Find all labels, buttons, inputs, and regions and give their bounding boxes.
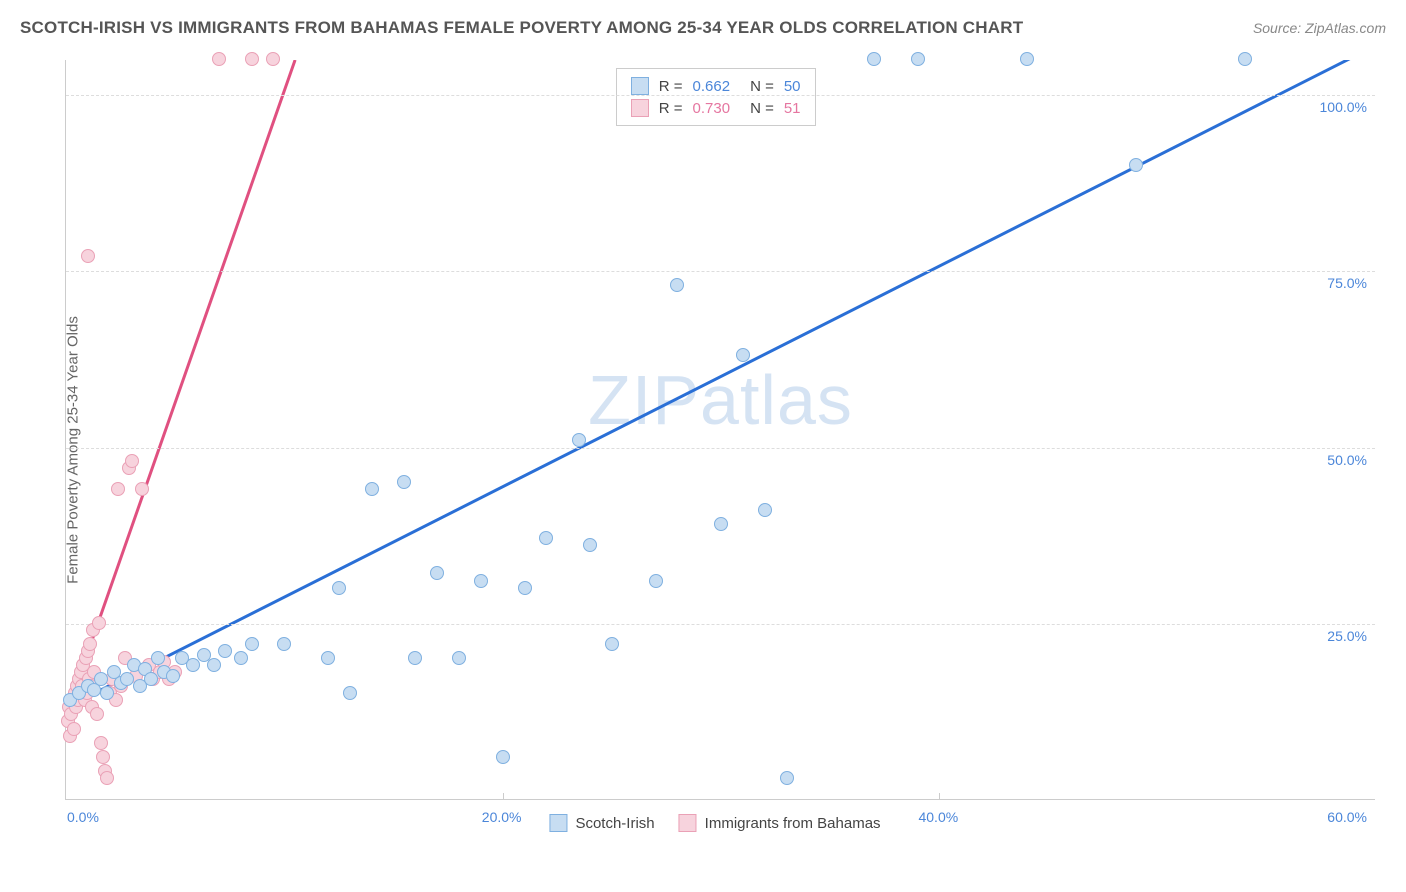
data-point (144, 672, 158, 686)
data-point (1129, 158, 1143, 172)
watermark-suffix: atlas (700, 361, 853, 439)
data-point (518, 581, 532, 595)
x-tick-label: 20.0% (482, 809, 522, 825)
data-point (81, 249, 95, 263)
data-point (649, 574, 663, 588)
data-point (539, 531, 553, 545)
data-point (245, 637, 259, 651)
data-point (714, 517, 728, 531)
data-point (911, 52, 925, 66)
stats-legend: R = 0.662 N = 50 R = 0.730 N = 51 (616, 68, 816, 126)
data-point (780, 771, 794, 785)
data-point (758, 503, 772, 517)
gridline (66, 95, 1375, 96)
data-point (343, 686, 357, 700)
data-point (496, 750, 510, 764)
data-point (670, 278, 684, 292)
r-label: R = (659, 78, 683, 95)
legend-item-blue: Scotch-Irish (549, 814, 654, 832)
n-value: 50 (784, 78, 801, 95)
data-point (92, 616, 106, 630)
data-point (1020, 52, 1034, 66)
data-point (245, 52, 259, 66)
n-label: N = (750, 78, 774, 95)
data-point (218, 644, 232, 658)
watermark: ZIPatlas (588, 360, 853, 440)
data-point (583, 538, 597, 552)
stats-row: R = 0.730 N = 51 (631, 97, 801, 119)
y-tick-label: 100.0% (1320, 99, 1367, 115)
series-legend: Scotch-Irish Immigrants from Bahamas (549, 814, 880, 832)
data-point (430, 566, 444, 580)
chart-container: Female Poverty Among 25-34 Year Olds ZIP… (55, 60, 1375, 840)
data-point (100, 771, 114, 785)
n-label: N = (750, 100, 774, 117)
data-point (277, 637, 291, 651)
data-point (408, 651, 422, 665)
data-point (474, 574, 488, 588)
data-point (234, 651, 248, 665)
data-point (166, 669, 180, 683)
x-tick-label: 0.0% (67, 809, 99, 825)
trend-lines (66, 60, 1375, 799)
data-point (572, 433, 586, 447)
data-point (332, 581, 346, 595)
data-point (94, 672, 108, 686)
x-tick-label: 60.0% (1327, 809, 1367, 825)
watermark-prefix: ZIP (588, 361, 700, 439)
gridline (66, 448, 1375, 449)
data-point (397, 475, 411, 489)
data-point (867, 52, 881, 66)
data-point (94, 736, 108, 750)
plot-area: ZIPatlas R = 0.662 N = 50 R = 0.730 N = 51 25… (65, 60, 1375, 800)
data-point (135, 482, 149, 496)
stats-row: R = 0.662 N = 50 (631, 75, 801, 97)
r-value: 0.730 (693, 100, 731, 117)
data-point (96, 750, 110, 764)
y-tick-label: 50.0% (1327, 452, 1367, 468)
swatch-pink (679, 814, 697, 832)
chart-title: SCOTCH-IRISH VS IMMIGRANTS FROM BAHAMAS … (20, 18, 1023, 38)
legend-label-pink: Immigrants from Bahamas (705, 815, 881, 832)
n-value: 51 (784, 100, 801, 117)
data-point (365, 482, 379, 496)
data-point (207, 658, 221, 672)
data-point (151, 651, 165, 665)
data-point (90, 707, 104, 721)
data-point (125, 454, 139, 468)
data-point (321, 651, 335, 665)
swatch-blue (549, 814, 567, 832)
data-point (67, 722, 81, 736)
data-point (120, 672, 134, 686)
data-point (100, 686, 114, 700)
x-tick (503, 793, 504, 800)
legend-label-blue: Scotch-Irish (575, 815, 654, 832)
gridline (66, 271, 1375, 272)
data-point (266, 52, 280, 66)
x-tick-label: 40.0% (918, 809, 958, 825)
gridline (66, 624, 1375, 625)
legend-item-pink: Immigrants from Bahamas (679, 814, 881, 832)
data-point (452, 651, 466, 665)
swatch-icon (631, 77, 649, 95)
chart-header: SCOTCH-IRISH VS IMMIGRANTS FROM BAHAMAS … (20, 18, 1386, 38)
data-point (83, 637, 97, 651)
swatch-icon (631, 99, 649, 117)
r-label: R = (659, 100, 683, 117)
data-point (186, 658, 200, 672)
x-tick (939, 793, 940, 800)
data-point (605, 637, 619, 651)
y-tick-label: 75.0% (1327, 275, 1367, 291)
data-point (736, 348, 750, 362)
data-point (212, 52, 226, 66)
data-point (1238, 52, 1252, 66)
data-point (111, 482, 125, 496)
r-value: 0.662 (693, 78, 731, 95)
source-label: Source: ZipAtlas.com (1253, 20, 1386, 36)
y-tick-label: 25.0% (1327, 628, 1367, 644)
